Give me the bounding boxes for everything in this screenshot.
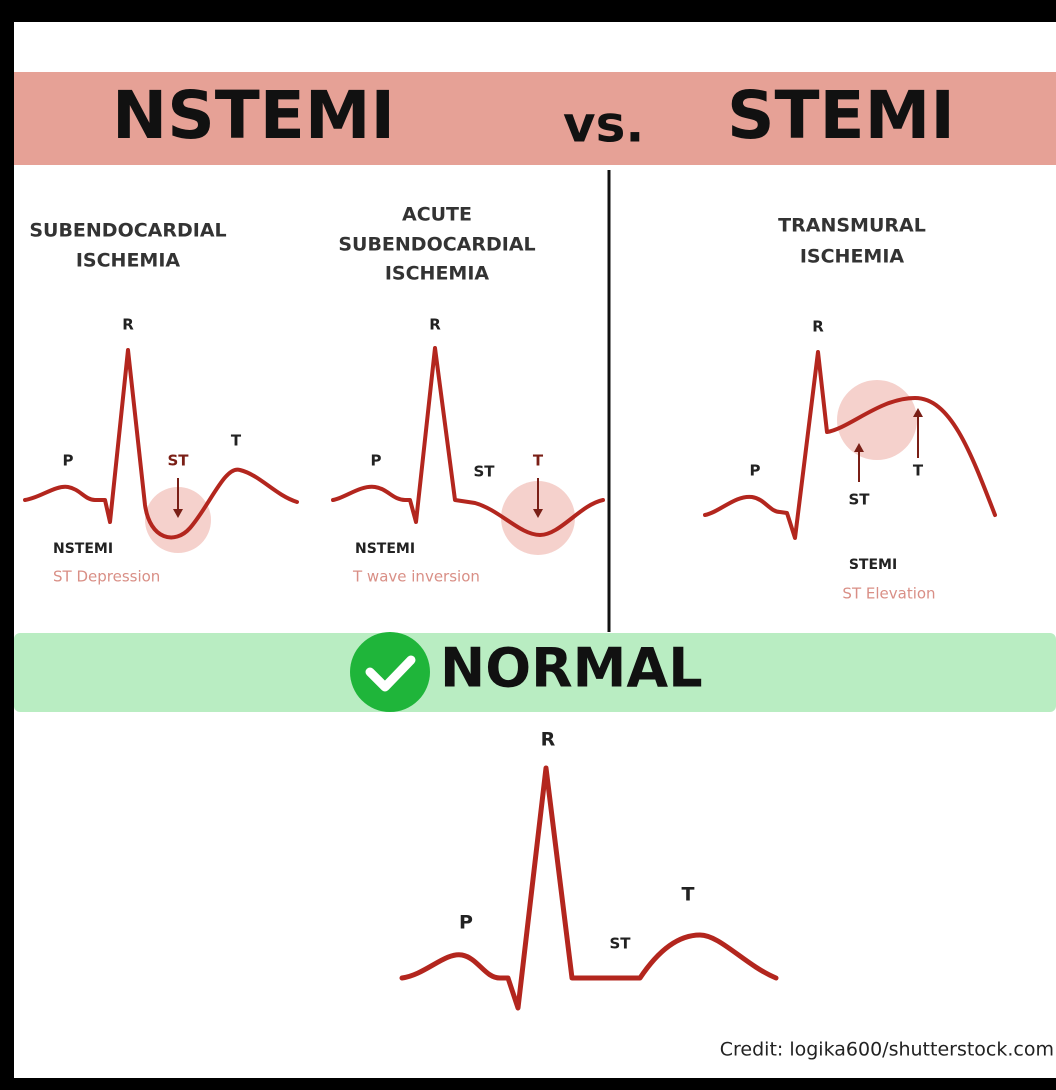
diagnosis: STEMI: [849, 557, 897, 573]
diagnosis: NSTEMI: [53, 541, 113, 557]
heading: ISCHEMIA: [76, 250, 181, 272]
wave-label: T: [231, 432, 242, 450]
highlight: [837, 380, 917, 460]
ecg-wave: [703, 350, 997, 540]
wave-label: P: [63, 452, 74, 470]
heading: TRANSMURAL: [778, 215, 926, 237]
heading: SUBENDOCARDIAL: [338, 234, 535, 256]
wave-label: R: [812, 318, 824, 336]
ecg-wave: [399, 765, 779, 1011]
wave-label: ST: [473, 463, 495, 481]
wave-label: R: [122, 316, 134, 334]
normal-band: [14, 633, 1056, 712]
arrow-head: [533, 509, 543, 518]
heading: ACUTE: [402, 204, 472, 226]
arrow-head: [173, 509, 183, 518]
panel: TRANSMURAL ISCHEMIA R P ST T STEMI ST El…: [703, 215, 997, 603]
finding: ST Elevation: [842, 585, 935, 603]
arrow-head: [854, 443, 864, 452]
finding: T wave inversion: [352, 568, 480, 586]
wave-label: R: [429, 316, 441, 334]
diagnosis: NSTEMI: [355, 541, 415, 557]
check-mark: [365, 655, 416, 692]
wave-label: ST: [609, 935, 631, 953]
arrow-head: [913, 408, 923, 417]
wave-label: P: [371, 452, 382, 470]
credit: Credit: logika600/shutterstock.com: [720, 1039, 1054, 1061]
heading: ISCHEMIA: [800, 246, 905, 268]
ecg-wave: [23, 348, 299, 540]
header-left: NSTEMI: [112, 77, 395, 154]
wave-label: P: [750, 462, 761, 480]
panel: ACUTE SUBENDOCARDIAL ISCHEMIA R P ST T N…: [331, 204, 605, 586]
wave-label: R: [541, 729, 556, 751]
wave-label: T: [913, 462, 924, 480]
wave-label: ST: [167, 452, 189, 470]
finding: ST Depression: [53, 568, 160, 586]
wave-label: T: [533, 452, 544, 470]
heading: SUBENDOCARDIAL: [29, 220, 226, 242]
ecg-wave: [331, 346, 605, 537]
wave-label: T: [682, 884, 695, 906]
wave-label: ST: [848, 491, 870, 509]
header-band: [14, 72, 1056, 165]
heading: ISCHEMIA: [385, 263, 490, 285]
wave-label: P: [459, 912, 473, 934]
panel: SUBENDOCARDIAL ISCHEMIA R P ST T NSTEMI …: [23, 220, 299, 586]
check-icon: [350, 632, 430, 712]
header-middle: vs.: [563, 96, 644, 154]
normal-title: NORMAL: [440, 637, 703, 700]
header-right: STEMI: [727, 77, 955, 154]
